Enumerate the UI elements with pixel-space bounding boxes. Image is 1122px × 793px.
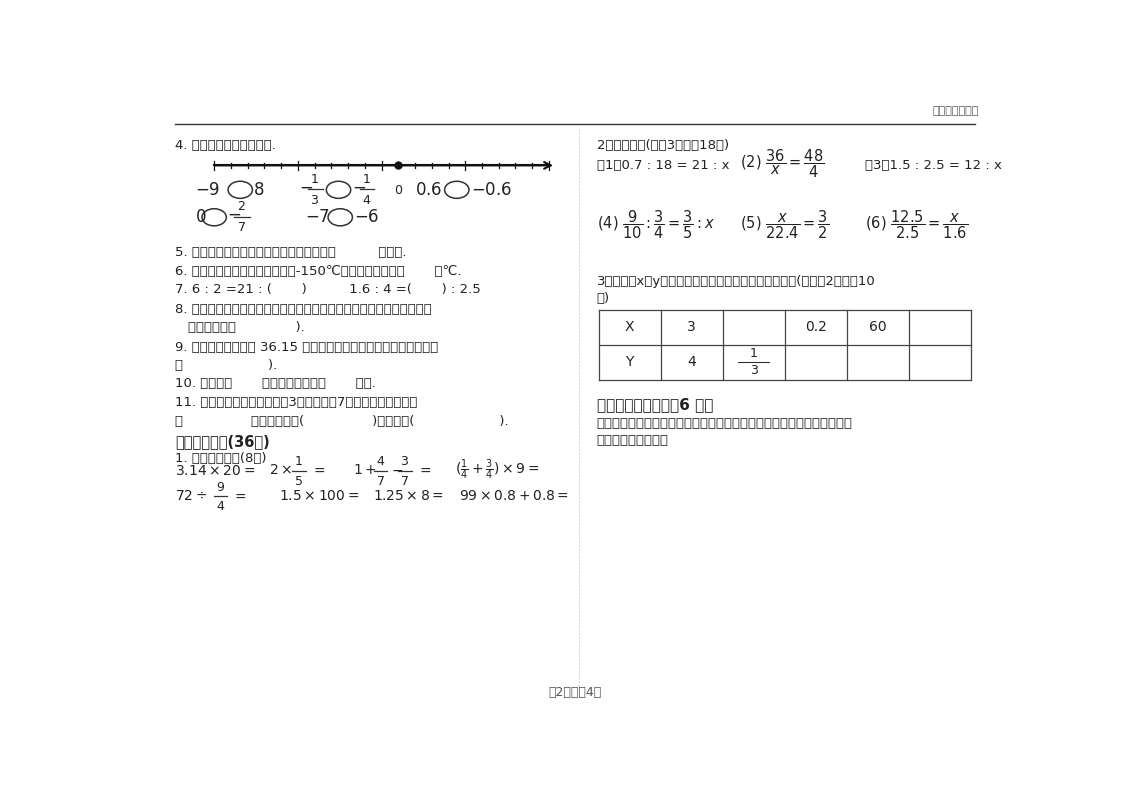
Text: 11. 有一个圆柱的底面半径是3厘米，高是7厘米，它的侧面积是: 11. 有一个圆柱的底面半径是3厘米，高是7厘米，它的侧面积是 bbox=[175, 396, 417, 409]
Text: $-9$: $-9$ bbox=[195, 181, 220, 199]
Text: $2\times$: $2\times$ bbox=[269, 463, 292, 477]
Text: $72\div$: $72\div$ bbox=[175, 488, 208, 503]
Text: 0: 0 bbox=[394, 184, 403, 197]
Text: （                ），表面积是(                )，体积是(                    ).: （ ），表面积是( )，体积是( ). bbox=[175, 415, 508, 427]
Text: 4. 比较下面各组数的大小.: 4. 比较下面各组数的大小. bbox=[175, 139, 276, 152]
Text: 第2页，共4页: 第2页，共4页 bbox=[549, 686, 601, 699]
Text: $1$: $1$ bbox=[310, 173, 319, 186]
Text: 的整数比是（              ).: 的整数比是（ ). bbox=[188, 321, 305, 334]
Text: $99\times0.8+0.8=$: $99\times0.8+0.8=$ bbox=[459, 488, 569, 503]
Text: $-$: $-$ bbox=[390, 463, 403, 477]
Text: $2$: $2$ bbox=[237, 201, 246, 213]
Text: $-$: $-$ bbox=[300, 177, 313, 195]
Text: $0.6$: $0.6$ bbox=[415, 181, 442, 199]
Text: $3.14\times20=$: $3.14\times20=$ bbox=[175, 464, 256, 478]
Text: X: X bbox=[625, 320, 634, 335]
Text: 3: 3 bbox=[749, 364, 757, 377]
Text: （                    ).: （ ). bbox=[175, 359, 277, 372]
Text: $7$: $7$ bbox=[376, 474, 385, 488]
Text: $=$: $=$ bbox=[311, 463, 325, 477]
Text: $-7$: $-7$ bbox=[305, 209, 331, 226]
Text: （1）0.7 : 18 = 21 : x: （1）0.7 : 18 = 21 : x bbox=[597, 159, 729, 172]
Text: $0$: $0$ bbox=[195, 209, 206, 226]
Text: 1. 直接写得数．(8分): 1. 直接写得数．(8分) bbox=[175, 452, 267, 465]
Text: $(4)\ \dfrac{9}{10}:\dfrac{3}{4}=\dfrac{3}{5}:x$: $(4)\ \dfrac{9}{10}:\dfrac{3}{4}=\dfrac{… bbox=[597, 209, 715, 241]
Text: $1.5\times100=$: $1.5\times100=$ bbox=[279, 488, 360, 503]
Text: $1+$: $1+$ bbox=[353, 463, 377, 477]
Text: $(2)\ \dfrac{36}{x}=\dfrac{48}{4}$: $(2)\ \dfrac{36}{x}=\dfrac{48}{4}$ bbox=[741, 147, 825, 181]
Text: 五、小小统计员．（6 分）: 五、小小统计员．（6 分） bbox=[597, 397, 714, 412]
Text: 9. 一个圆柱的体积是 36.15 立方米，与它等底等高的圆锥的体积是: 9. 一个圆柱的体积是 36.15 立方米，与它等底等高的圆锥的体积是 bbox=[175, 341, 439, 354]
Text: 1: 1 bbox=[749, 347, 757, 360]
Text: $(6)\ \dfrac{12.5}{2.5}=\dfrac{x}{1.6}$: $(6)\ \dfrac{12.5}{2.5}=\dfrac{x}{1.6}$ bbox=[865, 209, 967, 241]
Text: $7$: $7$ bbox=[237, 221, 246, 234]
Text: $-$: $-$ bbox=[352, 177, 367, 195]
Text: 3: 3 bbox=[687, 320, 696, 335]
Text: 7. 6 : 2 =21 : (       )          1.6 : 4 =(       ) : 2.5: 7. 6 : 2 =21 : ( ) 1.6 : 4 =( ) : 2.5 bbox=[175, 283, 481, 297]
Text: $5$: $5$ bbox=[294, 474, 303, 488]
Text: 5. 平行四边形的面积一定，它的底和高成（          ）比例.: 5. 平行四边形的面积一定，它的底和高成（ ）比例. bbox=[175, 246, 406, 259]
Text: $1$: $1$ bbox=[362, 173, 370, 186]
Text: $4$: $4$ bbox=[215, 500, 224, 513]
Text: $1.25\times8=$: $1.25\times8=$ bbox=[374, 488, 444, 503]
Text: （3）1.5 : 2.5 = 12 : x: （3）1.5 : 2.5 = 12 : x bbox=[865, 159, 1002, 172]
Text: $=$: $=$ bbox=[416, 463, 432, 477]
Text: 3．下表中x与y两个量成反比例，请把表格填写完整．(每小题2分，共10: 3．下表中x与y两个量成反比例，请把表格填写完整．(每小题2分，共10 bbox=[597, 274, 875, 288]
Text: $4$: $4$ bbox=[376, 455, 385, 468]
Text: 四、计算题．(36分): 四、计算题．(36分) bbox=[175, 434, 269, 449]
Text: 新世纪文化教育: 新世纪文化教育 bbox=[934, 106, 980, 116]
Text: 4: 4 bbox=[687, 355, 696, 370]
Text: $9$: $9$ bbox=[215, 481, 224, 494]
Text: 10. 圆柱有（       ）条高，圆锥有（       ）高.: 10. 圆柱有（ ）条高，圆锥有（ ）高. bbox=[175, 377, 376, 390]
Text: $(5)\ \dfrac{x}{22.4}=\dfrac{3}{2}$: $(5)\ \dfrac{x}{22.4}=\dfrac{3}{2}$ bbox=[741, 209, 829, 241]
Text: 0.2: 0.2 bbox=[804, 320, 827, 335]
Text: 分): 分) bbox=[597, 292, 610, 305]
Text: 2．解比例．(每题3分，共18分): 2．解比例．(每题3分，共18分) bbox=[597, 139, 729, 152]
Text: $1$: $1$ bbox=[294, 455, 303, 468]
Text: $-6$: $-6$ bbox=[355, 209, 379, 226]
Text: $8$: $8$ bbox=[254, 181, 265, 199]
Text: $4$: $4$ bbox=[361, 193, 371, 207]
Text: $(\frac{1}{4}+\frac{3}{4})\times9=$: $(\frac{1}{4}+\frac{3}{4})\times9=$ bbox=[456, 458, 540, 482]
Text: $7$: $7$ bbox=[401, 474, 410, 488]
Text: 60: 60 bbox=[868, 320, 886, 335]
Text: Y: Y bbox=[625, 355, 634, 370]
Text: $=$: $=$ bbox=[232, 488, 247, 503]
Text: 形统计图．（右图）: 形统计图．（右图） bbox=[597, 434, 669, 447]
Text: 六年一班学生对本班同学最喜欢的体育活动情况进行了统计，并绘制了扇: 六年一班学生对本班同学最喜欢的体育活动情况进行了统计，并绘制了扇 bbox=[597, 417, 853, 430]
Text: $-$: $-$ bbox=[227, 205, 241, 223]
Text: 6. 月球表面夜间的平均温度记作-150℃，实际就是零下（       ）℃.: 6. 月球表面夜间的平均温度记作-150℃，实际就是零下（ ）℃. bbox=[175, 265, 461, 278]
Text: $3$: $3$ bbox=[401, 455, 410, 468]
Text: $3$: $3$ bbox=[310, 193, 319, 207]
Text: 8. 大圆的直径是４厘米，小圆的直径是２厘米，大圆和小圆面积最简单: 8. 大圆的直径是４厘米，小圆的直径是２厘米，大圆和小圆面积最简单 bbox=[175, 303, 432, 316]
Text: $-0.6$: $-0.6$ bbox=[471, 181, 512, 199]
